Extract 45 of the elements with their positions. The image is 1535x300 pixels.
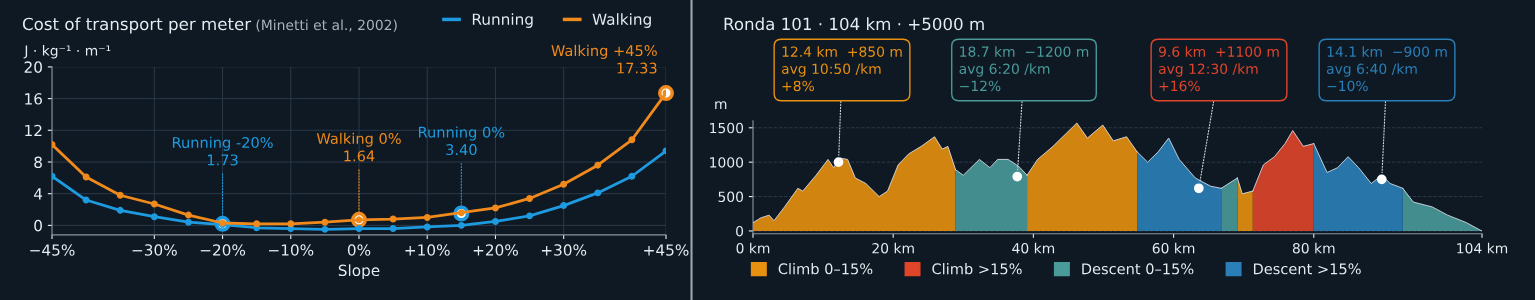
- legend-label: Descent 0–15%: [1082, 263, 1194, 275]
- y-tick-label: 12: [25, 124, 42, 137]
- legend-label: Walking: [592, 13, 651, 28]
- x-tick-label: +30%: [541, 244, 587, 256]
- x-tick-label: −30%: [132, 244, 177, 256]
- x-tick-label: −20%: [200, 244, 246, 256]
- y-tick-label: 1000: [710, 157, 744, 168]
- annotation: 14.1 km −900 m avg 6:40 /km −10%: [1326, 46, 1447, 92]
- legend-label: Climb >15%: [932, 263, 1022, 275]
- y-axis-title: m: [715, 101, 727, 109]
- x-tick-label: +20%: [473, 244, 518, 256]
- annotation: 9.6 km +1100 m avg 12:30 /km +16%: [1158, 46, 1279, 92]
- x-tick-label: 40 km: [1012, 242, 1055, 254]
- y-tick-label: 20: [24, 61, 42, 73]
- x-tick-label: +10%: [405, 244, 450, 256]
- legend-label: Running: [472, 13, 533, 28]
- annotation: Running -20% 1.73: [172, 136, 273, 166]
- annotation: Walking 0% 1.64: [316, 132, 401, 162]
- x-tick-label: 60 km: [1152, 242, 1195, 254]
- x-tick-label: 20 km: [872, 242, 914, 254]
- annotation: Walking +45% 17.33: [551, 44, 657, 74]
- y-tick-label: 4: [34, 188, 43, 200]
- y-tick-label: 500: [718, 191, 744, 203]
- x-tick-label: +45%: [644, 244, 689, 256]
- legend-label: Descent >15%: [1253, 263, 1361, 275]
- chart-title: Ronda 101 · 104 km · +5000 m: [724, 17, 984, 31]
- chart-title: Cost of transport per meter: [22, 17, 252, 34]
- annotation: 12.4 km +850 m avg 10:50 /km +8%: [781, 46, 902, 92]
- x-tick-label: 0%: [347, 244, 371, 256]
- x-tick-label: 104 km: [1457, 242, 1508, 254]
- x-axis-title: Slope: [338, 264, 380, 280]
- y-tick-label: 16: [25, 93, 43, 105]
- annotation: Running 0% 3.40: [419, 126, 505, 156]
- x-tick-label: −10%: [269, 244, 314, 256]
- y-tick-label: 1500: [710, 122, 744, 134]
- x-tick-label: 80 km: [1292, 242, 1335, 254]
- y-axis-title: J · kg⁻¹ · m⁻¹: [23, 45, 111, 59]
- x-tick-label: −45%: [30, 244, 75, 256]
- chart-subtitle: (Minetti et al., 2002): [256, 19, 397, 32]
- y-tick-label: 0: [34, 219, 42, 232]
- annotation: 18.7 km −1200 m avg 6:20 /km −12%: [959, 46, 1089, 92]
- y-tick-label: 0: [736, 225, 744, 237]
- y-tick-label: 8: [34, 156, 42, 169]
- x-tick-label: 0 km: [736, 242, 770, 254]
- legend-label: Climb 0–15%: [778, 263, 873, 275]
